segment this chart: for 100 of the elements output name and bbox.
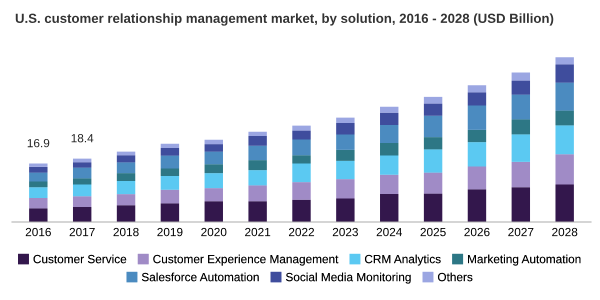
x-tick-label: 2027: [508, 228, 534, 236]
bar: [160, 203, 180, 222]
x-tick-label: 2025: [420, 228, 446, 236]
bar: [468, 106, 486, 130]
bar: [380, 106, 398, 113]
bar: [160, 176, 180, 190]
bar: [424, 194, 442, 222]
bar: [116, 173, 136, 181]
bar: [160, 148, 180, 156]
bar: [336, 150, 355, 161]
bar: [72, 184, 92, 196]
bar: [116, 180, 136, 194]
bar: [380, 124, 398, 143]
bar: [424, 137, 442, 150]
bar: [424, 149, 442, 173]
bar: [248, 136, 267, 146]
bar: [512, 72, 530, 81]
bar: [248, 146, 267, 160]
bar: [72, 168, 92, 178]
x-tick-label: 2026: [464, 228, 490, 236]
bar: [248, 160, 267, 170]
bar: [204, 164, 223, 174]
annotation: 16.9: [28, 138, 50, 148]
x-tick-label: 2022: [288, 228, 314, 236]
legend-label: Customer Service: [34, 254, 126, 264]
bar: [204, 188, 223, 202]
x-tick-label: 2020: [201, 228, 226, 236]
bar: [336, 160, 355, 180]
bar: [555, 184, 574, 222]
bar: [468, 142, 486, 166]
bar: [555, 57, 574, 64]
bar: [380, 174, 398, 194]
bar: [336, 179, 355, 198]
bar: [555, 64, 574, 83]
bar: [424, 172, 442, 194]
bar: [248, 185, 267, 202]
x-tick-label: 2021: [245, 228, 270, 236]
bar: [512, 94, 530, 120]
bar: [292, 130, 311, 140]
bar: [29, 208, 48, 222]
bar: [292, 200, 311, 222]
bar: [512, 162, 530, 188]
bar: [72, 196, 92, 208]
bar: [336, 123, 355, 135]
bar: [555, 154, 574, 184]
bar: [29, 198, 48, 208]
bar: [248, 170, 267, 186]
bar: [292, 139, 311, 156]
bar: [72, 158, 92, 162]
bar: [116, 155, 136, 162]
bar: [555, 110, 574, 126]
bar: [248, 132, 267, 136]
legend-label: Social Media Monitoring: [286, 272, 411, 284]
bar: [29, 181, 48, 188]
bar: [160, 156, 180, 168]
bar: [72, 178, 92, 184]
bar: [555, 82, 574, 111]
bar: [116, 162, 136, 174]
bar: [29, 187, 48, 198]
bar: [116, 205, 136, 222]
bar: [29, 172, 48, 182]
bar: [29, 164, 48, 167]
bar: [555, 125, 574, 154]
bar: [380, 142, 398, 156]
bar: [424, 116, 442, 138]
bar: [72, 162, 92, 168]
x-tick-label: 2028: [552, 228, 578, 236]
bar: [116, 152, 136, 156]
bar: [292, 126, 311, 131]
bar: [468, 130, 486, 142]
bar: [468, 92, 486, 106]
bar: [380, 155, 398, 175]
bar: [336, 118, 355, 124]
bar: [204, 140, 223, 144]
bar: [380, 112, 398, 125]
bar: [116, 194, 136, 206]
legend-label: Others: [438, 272, 472, 282]
x-tick-label: 2019: [157, 228, 182, 236]
bar: [468, 189, 486, 222]
bar: [512, 187, 530, 222]
bar: [468, 85, 486, 92]
legend-label: CRM Analytics: [364, 254, 441, 266]
bar: [160, 168, 180, 176]
bar: [292, 164, 311, 182]
annotation: 18.4: [72, 134, 94, 142]
legend-label: Salesforce Automation: [142, 272, 259, 282]
bar: [380, 194, 398, 222]
x-tick-label: 2024: [376, 228, 402, 236]
bar: [204, 201, 223, 222]
bar: [336, 134, 355, 150]
bar: [292, 182, 311, 200]
bar: [468, 166, 486, 190]
legend-label: Customer Experience Management: [153, 254, 338, 266]
legend-label: Marketing Automation: [468, 254, 580, 266]
bar: [204, 173, 223, 188]
bar: [512, 134, 530, 162]
bar: [204, 152, 223, 164]
x-tick-label: 2018: [114, 228, 139, 236]
bar: [512, 80, 530, 95]
bar: [512, 119, 530, 134]
